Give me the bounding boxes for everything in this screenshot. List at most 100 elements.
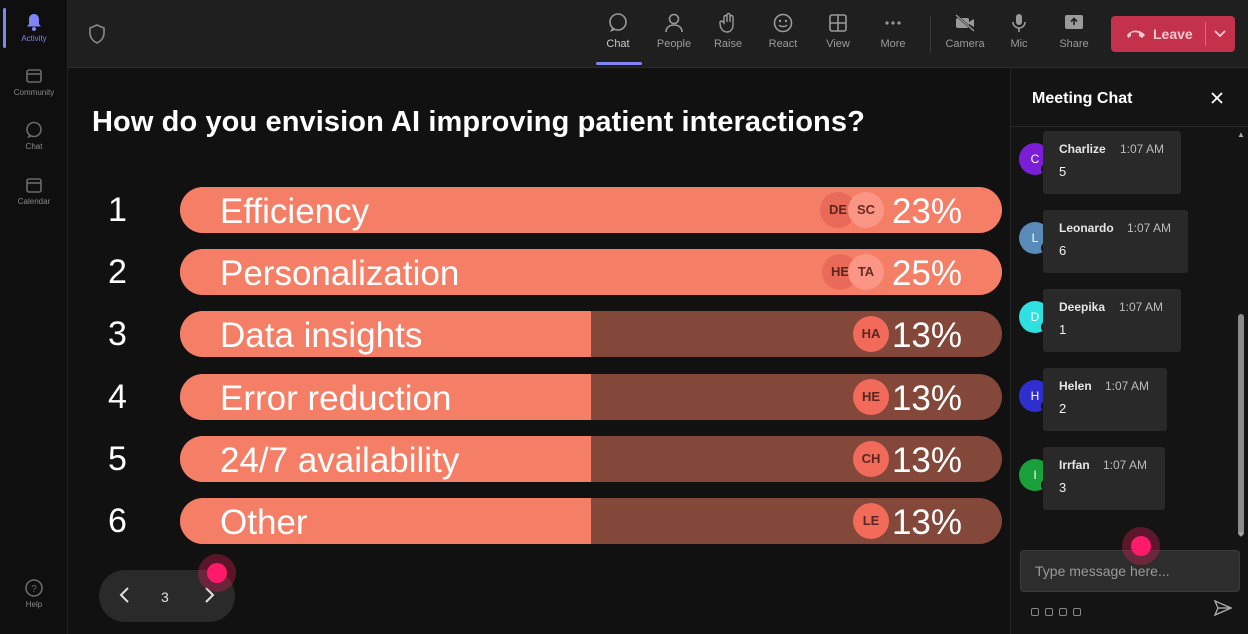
scroll-up-arrow-icon[interactable]: ▲ bbox=[1237, 130, 1245, 139]
message-text: 2 bbox=[1059, 401, 1067, 416]
message-bubble: Charlize 1:07 AM 5 bbox=[1043, 131, 1181, 194]
hang-up-icon bbox=[1127, 30, 1145, 38]
chat-button[interactable]: Chat bbox=[594, 8, 642, 60]
format-icon[interactable] bbox=[1031, 608, 1039, 616]
chat-header-divider bbox=[1011, 126, 1248, 127]
help-icon: ? bbox=[25, 579, 43, 597]
emoji-icon[interactable] bbox=[1059, 608, 1067, 616]
camera-off-icon bbox=[955, 14, 975, 32]
poll-option-bar: Error reduction HE 13% bbox=[180, 374, 1002, 420]
people-button[interactable]: People bbox=[650, 8, 698, 60]
leave-button[interactable]: Leave bbox=[1111, 16, 1235, 52]
option-number: 4 bbox=[108, 378, 127, 416]
option-number: 6 bbox=[108, 502, 127, 540]
toolbar-divider bbox=[930, 16, 931, 52]
voter-avatar: HA bbox=[853, 316, 889, 352]
attach-icon[interactable] bbox=[1045, 608, 1053, 616]
rail-label-calendar: Calendar bbox=[17, 197, 51, 206]
scrollbar-thumb[interactable] bbox=[1238, 314, 1244, 536]
meeting-toolbar: Chat People Raise React View More Camera… bbox=[68, 0, 1248, 68]
toolbar-active-indicator bbox=[596, 62, 642, 65]
message-bubble: Helen 1:07 AM 2 bbox=[1043, 368, 1167, 431]
message-bubble: Deepika 1:07 AM 1 bbox=[1043, 289, 1181, 352]
send-icon[interactable] bbox=[1214, 600, 1232, 616]
rail-item-help[interactable]: ? Help bbox=[0, 578, 68, 609]
option-number: 3 bbox=[108, 315, 127, 353]
option-number: 2 bbox=[108, 253, 127, 291]
share-button-label: Share bbox=[1059, 38, 1089, 50]
poll-option-label: Other bbox=[220, 503, 308, 542]
chat-icon bbox=[609, 13, 627, 32]
poll-option-label: Error reduction bbox=[220, 379, 452, 418]
message-text: 1 bbox=[1059, 322, 1067, 337]
gif-icon[interactable] bbox=[1073, 608, 1081, 616]
view-button[interactable]: View bbox=[814, 8, 862, 60]
voter-avatar: TA bbox=[848, 254, 884, 290]
rail-item-community[interactable]: Community bbox=[0, 66, 68, 97]
calendar-icon bbox=[26, 178, 42, 193]
chat-message-input[interactable] bbox=[1035, 563, 1225, 579]
mic-button[interactable]: Mic bbox=[995, 8, 1043, 60]
voter-avatar: CH bbox=[853, 441, 889, 477]
chat-input-box[interactable] bbox=[1020, 550, 1240, 592]
shared-stage: How do you envision AI improving patient… bbox=[68, 68, 1010, 634]
poll-option-bar: Efficiency DE SC 23% bbox=[180, 187, 1002, 233]
sender-name: Deepika bbox=[1059, 300, 1106, 314]
bell-icon bbox=[27, 14, 41, 31]
raise-hand-button[interactable]: Raise bbox=[704, 8, 752, 60]
app-rail: Activity Community Chat Calendar ? Help bbox=[0, 0, 68, 634]
shield-icon[interactable] bbox=[88, 24, 106, 44]
smiley-icon bbox=[773, 13, 793, 33]
message-bubble: Leonardo 1:07 AM 6 bbox=[1043, 210, 1188, 273]
chevron-left-icon[interactable] bbox=[117, 586, 133, 604]
react-button[interactable]: React bbox=[759, 8, 807, 60]
rail-active-indicator bbox=[3, 8, 6, 48]
message-time: 1:07 AM bbox=[1105, 379, 1150, 393]
more-button-label: More bbox=[880, 38, 906, 50]
chevron-right-icon[interactable] bbox=[201, 586, 217, 604]
message-time: 1:07 AM bbox=[1103, 458, 1148, 472]
rail-item-calendar[interactable]: Calendar bbox=[0, 175, 68, 206]
camera-button-label: Camera bbox=[945, 38, 985, 50]
page-number: 3 bbox=[161, 589, 169, 605]
rail-label-help: Help bbox=[25, 600, 43, 609]
more-button[interactable]: More bbox=[869, 8, 917, 60]
poll-option-percent: 13% bbox=[891, 379, 962, 418]
poll-option-label: Data insights bbox=[220, 316, 423, 355]
rail-item-activity[interactable]: Activity bbox=[0, 12, 68, 43]
poll-option-bar: 24/7 availability CH 13% bbox=[180, 436, 1002, 482]
rail-label-activity: Activity bbox=[21, 34, 47, 43]
share-button[interactable]: Share bbox=[1050, 8, 1098, 60]
message-text: 3 bbox=[1059, 480, 1067, 495]
close-icon[interactable] bbox=[1209, 90, 1225, 106]
poll-option-percent: 25% bbox=[891, 254, 962, 293]
option-number: 1 bbox=[108, 191, 127, 229]
more-dots-icon bbox=[885, 21, 901, 25]
chat-button-label: Chat bbox=[606, 38, 630, 50]
poll-option-percent: 23% bbox=[891, 192, 962, 231]
rail-item-chat[interactable]: Chat bbox=[0, 120, 68, 151]
raise-button-label: Raise bbox=[713, 38, 743, 50]
sender-name: Charlize bbox=[1059, 142, 1106, 156]
message-time: 1:07 AM bbox=[1120, 142, 1165, 156]
react-button-label: React bbox=[768, 38, 798, 50]
poll-option-fill bbox=[180, 436, 591, 482]
poll-option-bar: Personalization HE TA 25% bbox=[180, 249, 1002, 295]
click-indicator bbox=[1122, 527, 1160, 565]
option-number: 5 bbox=[108, 440, 127, 478]
poll-option-percent: 13% bbox=[891, 441, 962, 480]
scroll-down-arrow-icon[interactable]: ▼ bbox=[1237, 530, 1245, 539]
message-text: 6 bbox=[1059, 243, 1067, 258]
poll-option-label: Personalization bbox=[220, 254, 460, 293]
mic-button-label: Mic bbox=[1010, 38, 1028, 50]
chevron-down-icon[interactable] bbox=[1213, 27, 1227, 41]
chat-title: Meeting Chat bbox=[1032, 90, 1133, 107]
message-text: 5 bbox=[1059, 164, 1067, 179]
camera-button[interactable]: Camera bbox=[941, 8, 989, 60]
voter-avatar: HE bbox=[853, 379, 889, 415]
mic-icon bbox=[1012, 14, 1026, 32]
chat-format-tools bbox=[1031, 603, 1087, 621]
poll-option-fill bbox=[180, 311, 591, 357]
poll-option-bar: Data insights HA 13% bbox=[180, 311, 1002, 357]
poll-option-fill bbox=[180, 498, 591, 544]
